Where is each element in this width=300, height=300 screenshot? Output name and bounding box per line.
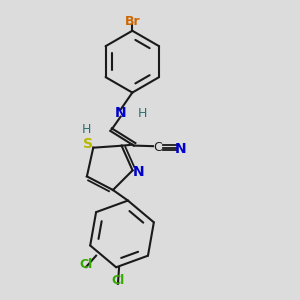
Text: C: C [153, 141, 162, 154]
Text: Cl: Cl [79, 258, 93, 271]
Text: S: S [83, 137, 93, 151]
Text: H: H [82, 124, 92, 136]
Text: N: N [133, 165, 144, 179]
Text: Cl: Cl [111, 274, 124, 287]
Text: Br: Br [124, 15, 140, 28]
Text: H: H [138, 107, 147, 120]
Text: N: N [175, 142, 187, 155]
Text: N: N [115, 106, 126, 120]
